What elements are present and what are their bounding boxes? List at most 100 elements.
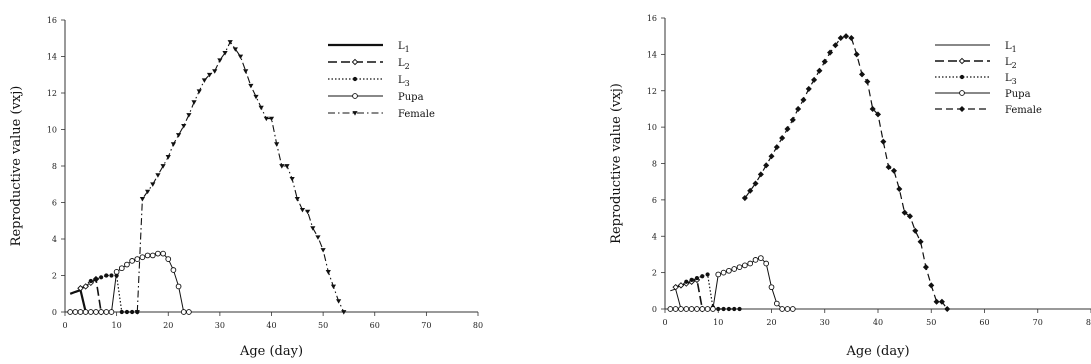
data-point-pupa [715, 271, 722, 278]
data-point-l3 [119, 309, 124, 315]
series-l1 [670, 288, 682, 310]
data-point-pupa [683, 306, 690, 312]
data-point-l3 [721, 306, 726, 312]
x-axis-label: Age (day) [239, 344, 303, 359]
data-point-female [880, 138, 887, 145]
x-tick-label: 0 [62, 321, 67, 330]
data-point-female [906, 213, 913, 220]
data-point-female [212, 69, 218, 74]
y-tick-label: 4 [652, 232, 657, 241]
legend-label-female: Female [398, 109, 435, 120]
data-point-female [832, 42, 839, 49]
data-point-female [315, 235, 321, 240]
legend-label-pupa: Pupa [1005, 89, 1031, 100]
data-point-pupa [710, 306, 716, 312]
series-line-l3 [686, 273, 740, 310]
x-tick-label: 50 [318, 321, 328, 330]
data-point-female [222, 51, 228, 56]
x-tick-label: 0 [662, 318, 667, 327]
data-point-female [253, 94, 259, 100]
data-point-l3 [93, 277, 99, 282]
data-point-l2 [77, 285, 84, 292]
data-point-pupa [789, 306, 796, 312]
data-point-female [165, 155, 171, 160]
x-tick-label: 40 [873, 318, 883, 327]
y-tick-label: 6 [52, 199, 57, 208]
data-point-female [320, 248, 326, 253]
legend-label-l3: L3 [1005, 73, 1017, 86]
data-point-l3 [109, 273, 114, 278]
y-axis-label: Reproductive value (vxj) [9, 86, 24, 247]
y-tick-label: 12 [647, 87, 657, 96]
data-point-female [305, 209, 311, 215]
legend-label-l1: L1 [398, 41, 410, 54]
data-point-female [752, 180, 759, 187]
data-point-l3 [88, 278, 93, 284]
y-tick-label: 12 [47, 89, 57, 98]
x-tick-label: 30 [820, 318, 830, 327]
data-point-pupa [742, 262, 748, 269]
series-line-l3 [90, 274, 138, 313]
data-point-l2 [82, 283, 89, 290]
data-point-female [289, 176, 295, 182]
data-point-l3 [732, 306, 737, 312]
data-point-female [330, 284, 337, 290]
data-point-l3 [99, 275, 104, 280]
data-point-pupa [731, 266, 738, 272]
data-point-female [299, 207, 306, 213]
y-tick-label: 14 [647, 50, 657, 59]
data-point-pupa [165, 256, 172, 262]
y-tick-label: 16 [47, 16, 57, 25]
legend-marker-l3 [959, 74, 965, 80]
series-l3 [684, 272, 742, 312]
y-tick-label: 16 [647, 14, 657, 23]
data-point-female [811, 76, 818, 83]
legend-label-female: Female [1005, 105, 1042, 116]
legend-marker-l2 [351, 58, 359, 66]
data-point-pupa [160, 250, 166, 257]
data-point-pupa [773, 300, 780, 307]
data-point-female [181, 124, 187, 129]
data-point-pupa [180, 309, 187, 315]
x-tick-label: 20 [766, 318, 776, 327]
y-axis-label: Reproductive value (vxj) [609, 83, 624, 244]
data-point-female [170, 142, 177, 147]
data-point-female [827, 49, 834, 56]
data-point-l2 [677, 282, 685, 289]
data-point-female [896, 185, 903, 192]
data-point-female [274, 142, 280, 147]
data-point-female [890, 167, 897, 174]
data-point-pupa [103, 309, 110, 315]
data-point-pupa [93, 309, 99, 315]
data-point-female [885, 164, 892, 171]
data-point-pupa [757, 255, 764, 261]
data-point-pupa [139, 254, 146, 261]
data-point-l3 [124, 309, 130, 315]
data-point-pupa [704, 306, 711, 312]
legend-label-l2: L2 [1005, 57, 1017, 70]
data-point-pupa [129, 258, 135, 264]
data-point-pupa [768, 284, 775, 291]
data-point-female [763, 162, 770, 169]
data-point-pupa [118, 265, 125, 272]
data-point-female [160, 164, 166, 169]
data-point-female [853, 51, 860, 58]
data-point-l3 [737, 306, 742, 312]
y-tick-label: 6 [652, 196, 657, 205]
data-point-l3 [726, 306, 732, 312]
data-point-female [944, 305, 951, 313]
x-tick-label: 70 [421, 321, 431, 330]
data-point-female [186, 113, 192, 118]
data-point-female [938, 298, 945, 305]
data-point-female [191, 100, 197, 105]
data-point-pupa [124, 261, 130, 268]
x-tick-label: 30 [215, 321, 225, 330]
data-point-female [795, 105, 802, 112]
data-point-female [134, 310, 140, 315]
data-point-l3 [684, 279, 689, 284]
data-point-female [232, 47, 238, 52]
series-line-l1 [670, 288, 682, 310]
legend-marker-pupa [352, 93, 358, 99]
data-point-female [789, 116, 796, 123]
